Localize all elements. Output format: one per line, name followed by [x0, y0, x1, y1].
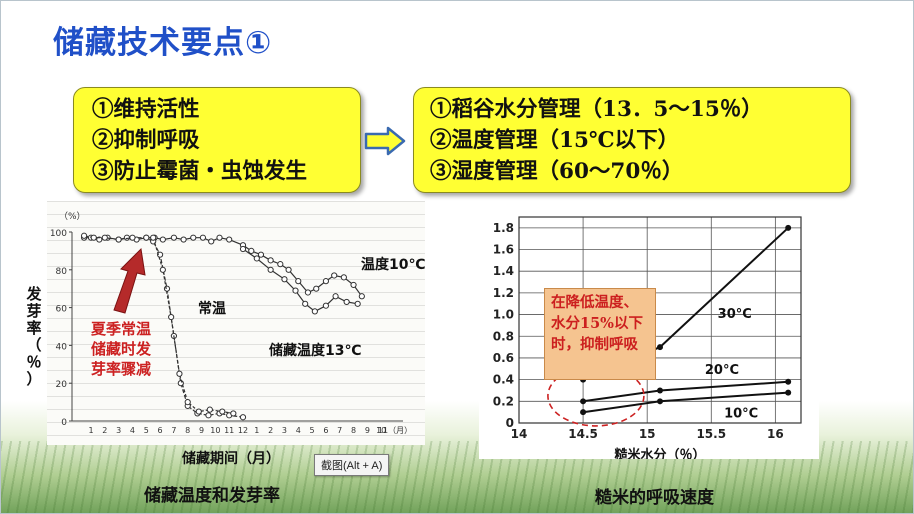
plot-frame [518, 216, 802, 424]
x-tick-label: 14.5 [568, 427, 598, 441]
series-point [580, 409, 587, 416]
y-tick-label: 0 [506, 416, 514, 430]
y-tick-label: 0.2 [493, 394, 514, 408]
y-tick-label: 0.6 [493, 351, 514, 365]
y-axis-title-char: 率 [26, 319, 41, 337]
y-axis-title-char: ） [26, 370, 41, 388]
left-figure-caption: 储藏温度和发芽率 [144, 486, 280, 506]
y-tick-label: 1.4 [493, 264, 514, 278]
series-point [657, 344, 663, 351]
y-tick-label: 1.6 [493, 243, 514, 257]
series-point [580, 398, 587, 405]
objectives-box: ①维持活性 ②抑制呼吸 ③防止霉菌・虫蚀发生 [73, 87, 361, 193]
y-axis-title-char: ％ [26, 353, 41, 371]
y-tick-label: 1.0 [493, 308, 514, 322]
y-axis-title-char: 芽 [26, 302, 41, 320]
y-axis-title-char: （ [26, 336, 41, 354]
respiration-callout: 在降低温度、水分15%以下时，抑制呼吸 [544, 288, 656, 380]
series-point [785, 389, 792, 396]
y-tick-label: 1.8 [493, 221, 514, 235]
x-tick-label: 15.5 [696, 427, 726, 441]
series-point [657, 387, 663, 394]
y-tick-label: 1.2 [493, 286, 514, 300]
management-box: ①稻谷水分管理（13．5～15％） ②温度管理（15℃以下） ③湿度管理（60～… [413, 87, 851, 193]
slide-title: 储藏技术要点① [53, 25, 273, 61]
x-tick-label: 14 [511, 427, 528, 441]
objective-item: ①维持活性 [92, 97, 200, 122]
right-arrow-icon [364, 126, 406, 156]
management-item: ①稻谷水分管理（13．5～15％） [430, 97, 763, 122]
management-item: ②温度管理（15℃以下） [430, 128, 680, 153]
y-axis-title: 发芽率（％） [25, 285, 42, 388]
x-tick-label: 16 [767, 427, 784, 441]
series-point [657, 398, 663, 405]
right-figure-caption: 糙米的呼吸速度 [595, 488, 714, 508]
x-axis-title: 糙米水分（％） [614, 447, 705, 459]
screenshot-tooltip: 截图(Alt + A) [314, 454, 390, 476]
y-tick-label: 0.8 [493, 329, 514, 343]
series-point [785, 378, 792, 385]
y-tick-label: 0.4 [493, 373, 514, 387]
management-item: ③湿度管理（60～70％） [430, 159, 684, 184]
objective-item: ②抑制呼吸 [92, 128, 200, 153]
series-label: 20°C [705, 363, 739, 378]
summer-storage-callout: 夏季常温储藏时发芽率骤减 [91, 320, 152, 378]
series-point [785, 224, 792, 231]
y-axis-title-char: 发 [25, 285, 42, 303]
objective-item: ③防止霉菌・虫蚀发生 [92, 159, 308, 184]
series-label: 10°C [724, 407, 758, 422]
series-label: 30°C [718, 307, 752, 322]
x-tick-label: 15 [639, 427, 656, 441]
